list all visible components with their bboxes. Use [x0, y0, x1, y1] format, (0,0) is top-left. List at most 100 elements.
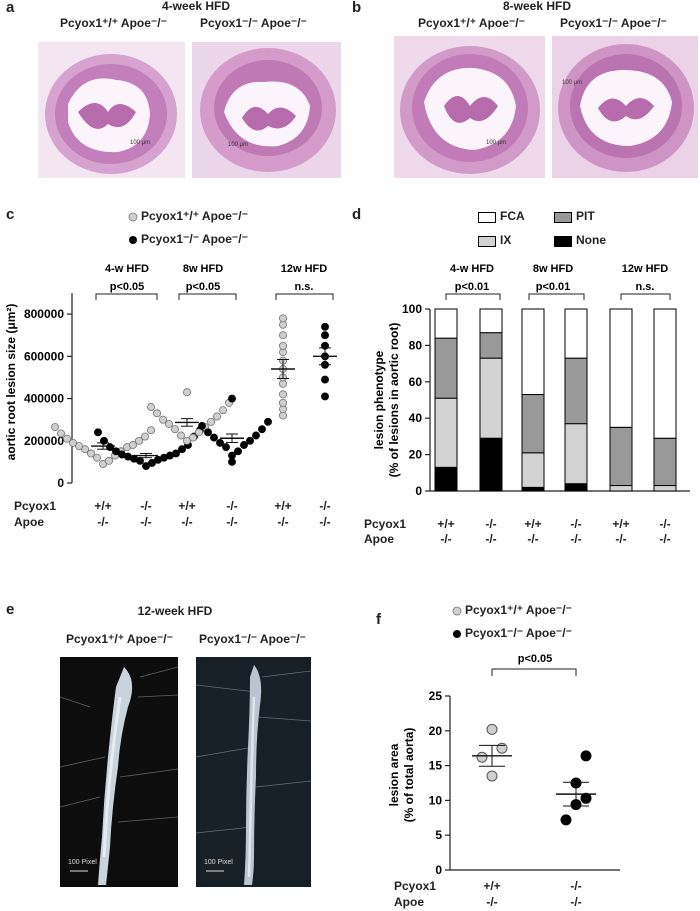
chart-d-bar-5-pit	[609, 426, 633, 487]
chart-c-ytick-label-4: 800000	[24, 307, 64, 321]
chart-c-ytick-label-0: 0	[57, 476, 64, 490]
chart-d-bar-6-fca	[653, 308, 677, 439]
chart-c-point-3-3	[177, 431, 185, 440]
lesion-area-chart: 0 5 10 15 20 25 lesion area (% of total aorta…	[387, 653, 620, 877]
chart-c-point-4-5	[240, 441, 248, 449]
chart-f-point-1-3	[496, 742, 508, 754]
panel-a-left-label: Pcyox1⁺/⁺ Apoe⁻/⁻	[60, 16, 167, 30]
chart-c-point-4-6	[216, 438, 224, 447]
panel-e-right-label: Pcyox1⁻/⁻ Apoe⁻/⁻	[199, 632, 306, 646]
chart-d-ytick-label-2: 40	[409, 411, 423, 425]
panel-c-genotype-bottom-3: -/-	[181, 515, 193, 529]
chart-c-point-4-7	[246, 436, 254, 445]
chart-c-point-2-2	[148, 458, 156, 467]
lesion-phenotype-chart: 0 20 40 60 80 100 lesion phenotype (% of lesi…	[372, 263, 690, 498]
chart-c-bracket-1	[95, 293, 158, 300]
chart-d-group-title-2: 8w HFD	[533, 263, 573, 275]
chart-c-point-1-15	[57, 429, 65, 438]
panel-c-genotype-top-6: -/-	[319, 499, 331, 513]
panel-f-letter: f	[376, 611, 381, 628]
chart-d-bar-2-ix	[479, 357, 503, 439]
panel-f-genotype-bottom-2: -/-	[570, 895, 582, 909]
chart-c-point-3-13	[147, 403, 155, 411]
chart-c-point-5-4	[279, 390, 287, 399]
panel-f-genotype-top-1: +/+	[483, 879, 501, 893]
panel-d-genotype-bottom-5: -/-	[615, 532, 627, 546]
chart-f-ytick-label-0: 0	[435, 863, 442, 877]
panel-c-row-label-apoe: Apoe	[14, 515, 44, 529]
chart-d-group-title-3: 12w HFD	[622, 263, 669, 275]
chart-f-p-value: p<0.05	[518, 653, 553, 665]
chart-f-point-1-1	[486, 770, 498, 782]
chart-c-point-2-10	[172, 449, 180, 458]
chart-d-ytick-label-5: 100	[402, 302, 422, 316]
chart-f-point-2-1	[560, 814, 572, 826]
panel-c-genotype-bottom-6: -/-	[319, 515, 331, 529]
chart-c-point-4-11	[258, 425, 266, 434]
panel-d-genotype-top-1: +/+	[437, 517, 455, 531]
panel-f-legend-wt: Pcyox1⁺/⁺ Apoe⁻/⁻	[465, 603, 572, 617]
chart-c-point-4-14	[228, 394, 236, 403]
chart-f-axes: 0 5 10 15 20 25	[429, 689, 620, 877]
panel-e-scale-right: 100 Pixel	[204, 859, 233, 866]
chart-c-point-3-11	[153, 409, 161, 418]
panel-d-genotype-bottom-2: -/-	[485, 532, 497, 546]
legend-swatch-ix	[478, 236, 496, 247]
chart-c-point-2-12	[178, 445, 186, 454]
chart-c-point-2-11	[112, 447, 120, 456]
chart-d-bar-5-ix	[609, 485, 633, 492]
chart-c-point-4-9	[252, 431, 260, 440]
chart-f-marks	[472, 723, 596, 826]
aortic-root-lesion-chart: 0 200000 400000 600000 800000 aortic root le…	[4, 263, 337, 490]
chart-c-point-6-2	[321, 375, 329, 384]
panel-e-title: 12-week HFD	[137, 604, 213, 618]
panel-e-aorta-photo-wt: 100 Pixel	[60, 657, 178, 887]
chart-d-bracket-3	[620, 293, 671, 300]
legend-swatch-fca	[478, 212, 496, 223]
panel-e-aorta-photo-ko: 100 Pixel	[196, 657, 311, 887]
chart-f-ytick-label-1: 5	[435, 828, 442, 842]
panel-b-left-label: Pcyox1⁺/⁺ Apoe⁻/⁻	[418, 16, 525, 30]
chart-c-point-4-3	[234, 447, 242, 456]
chart-c-point-4-10	[204, 428, 212, 437]
chart-c-point-2-1	[142, 462, 150, 471]
chart-c-point-1-2	[105, 456, 113, 465]
panel-d-genotype-top-4: -/-	[570, 517, 582, 531]
chart-c-point-1-3	[93, 453, 101, 462]
chart-c-group-p-1: p<0.05	[110, 281, 145, 293]
chart-c-point-6-1	[321, 392, 329, 401]
chart-d-bar-1-pit	[434, 337, 458, 399]
chart-c-point-1-16	[147, 426, 155, 435]
chart-c-axes: 0 200000 400000 600000 800000	[24, 293, 73, 490]
chart-c-marks	[51, 314, 337, 471]
panel-c-row-label-pcyox1: Pcyox1	[14, 499, 57, 513]
chart-f-point-1-2	[476, 751, 488, 763]
chart-c-point-1-9	[75, 442, 83, 451]
chart-c-point-5-10	[279, 341, 287, 350]
chart-c-point-4-2	[228, 451, 236, 460]
panel-e-left-label: Pcyox1⁺/⁺ Apoe⁻/⁻	[66, 632, 173, 646]
panel-d-genotype-bottom-1: -/-	[440, 532, 452, 546]
panel-d-genotype-top-3: +/+	[524, 517, 542, 531]
panel-c-genotype-top-3: +/+	[178, 499, 196, 513]
chart-d-bar-2-none	[479, 437, 503, 492]
panel-d-row-label-apoe: Apoe	[364, 532, 394, 546]
chart-c-point-3-8	[207, 417, 215, 426]
panel-e-scale-left: 100 Pixel	[68, 859, 97, 866]
chart-d-bracket-2	[528, 293, 585, 300]
chart-c-point-1-10	[129, 441, 137, 449]
panel-d-letter: d	[352, 206, 362, 223]
panel-f-row-label-apoe: Apoe	[394, 895, 424, 909]
chart-d-ytick-label-3: 60	[409, 375, 423, 389]
chart-d-bar-3-fca	[521, 308, 545, 396]
panel-d-genotype-bottom-3: -/-	[527, 532, 539, 546]
panel-a-scale-right: 100 μm	[228, 142, 249, 148]
chart-c-ytick-label-2: 400000	[24, 392, 64, 406]
chart-c-point-3-12	[219, 406, 227, 415]
panel-a-micrograph-ko: 100 μm	[192, 42, 341, 178]
chart-c-group-title-1: 4-w HFD	[105, 263, 149, 275]
legend-swatch-pit	[554, 212, 572, 223]
panel-c-genotype-top-5: +/+	[274, 499, 292, 513]
chart-f-point-2-3	[580, 792, 592, 804]
panel-c-letter: c	[6, 206, 15, 223]
